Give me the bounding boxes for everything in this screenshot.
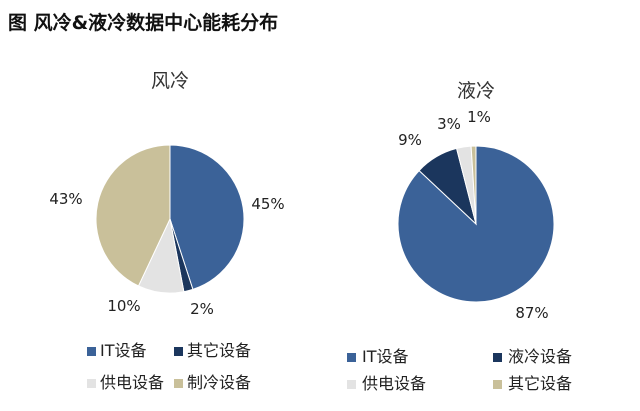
- legend-label: 其它设备: [508, 374, 572, 393]
- legend-swatch: [493, 380, 502, 389]
- legend-label: 供电设备: [100, 373, 164, 392]
- figure-title: 图 风冷&液冷数据中心能耗分布: [8, 12, 279, 34]
- pie-slice: [169, 144, 245, 291]
- slice-label: 9%: [398, 131, 422, 149]
- legend-label: 液冷设备: [508, 347, 572, 366]
- legend-swatch: [347, 353, 356, 362]
- legend-swatch: [174, 379, 183, 388]
- slice-label: 10%: [107, 297, 140, 315]
- legend-swatch: [87, 347, 96, 356]
- legend-label: 制冷设备: [187, 373, 251, 392]
- pie-title-air: 风冷: [151, 70, 189, 92]
- legend-label: IT设备: [362, 347, 409, 366]
- slice-label: 3%: [437, 115, 461, 133]
- legend-swatch: [174, 347, 183, 356]
- pie-slice: [95, 144, 171, 287]
- pie-slice: [470, 145, 477, 225]
- pie-chart-liquid: 液冷 87% 9% 3% 1%: [397, 80, 555, 322]
- legend-liquid: IT设备 液冷设备 供电设备 其它设备: [347, 347, 572, 393]
- legend-label: 供电设备: [362, 374, 426, 393]
- legend-swatch: [493, 353, 502, 362]
- slice-label: 43%: [49, 190, 82, 208]
- legend-swatch: [347, 380, 356, 389]
- slice-label: 45%: [251, 195, 284, 213]
- pie-title-liquid: 液冷: [457, 80, 495, 102]
- slice-label: 1%: [467, 108, 491, 126]
- legend-label: 其它设备: [187, 341, 251, 360]
- legend-label: IT设备: [100, 341, 147, 360]
- pie-slice: [397, 145, 555, 303]
- legend-swatch: [87, 379, 96, 388]
- slice-label: 87%: [515, 304, 548, 322]
- pie-chart-air: 风冷 45% 2% 10% 43%: [49, 70, 284, 318]
- legend-air: IT设备 其它设备 供电设备 制冷设备: [87, 341, 251, 392]
- slice-label: 2%: [190, 300, 214, 318]
